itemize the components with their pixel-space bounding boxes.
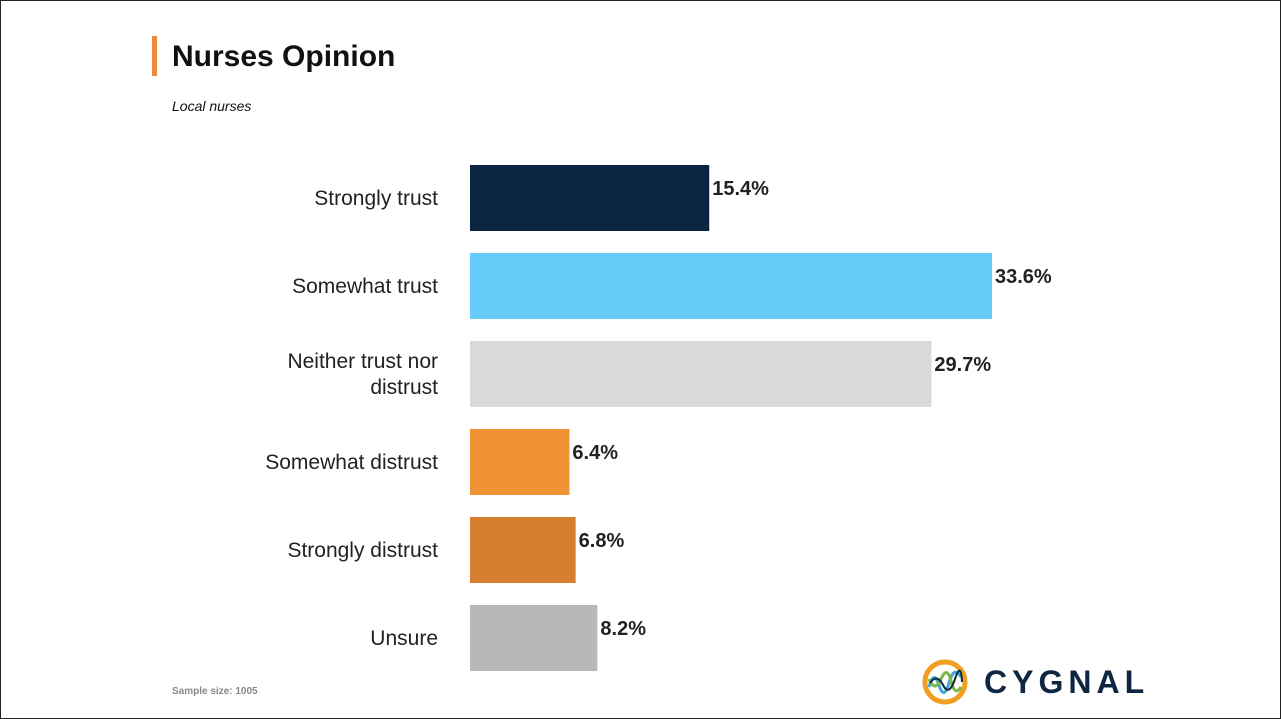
cygnal-logo: CYGNAL bbox=[922, 656, 1149, 708]
category-label: Strongly distrust bbox=[287, 539, 438, 562]
bar-strongly-distrust bbox=[470, 517, 576, 583]
title-accent-bar bbox=[152, 36, 157, 76]
bar-unsure bbox=[470, 605, 598, 671]
bar-somewhat-trust bbox=[470, 253, 992, 319]
category-label: Somewhat distrust bbox=[265, 451, 438, 474]
cygnal-logo-icon bbox=[922, 659, 968, 705]
value-label: 15.4% bbox=[712, 178, 769, 200]
value-label: 33.6% bbox=[995, 266, 1052, 288]
sample-size-note: Sample size: 1005 bbox=[172, 686, 258, 697]
page-title: Nurses Opinion bbox=[172, 40, 396, 73]
value-label: 6.8% bbox=[579, 530, 625, 552]
value-label: 6.4% bbox=[572, 442, 618, 464]
category-label: Strongly trust bbox=[314, 187, 438, 210]
value-label: 29.7% bbox=[934, 354, 991, 376]
logo-wordmark: CYGNAL bbox=[984, 663, 1150, 700]
bar-somewhat-distrust bbox=[470, 429, 570, 495]
category-label: Somewhat trust bbox=[292, 275, 438, 298]
page-subtitle: Local nurses bbox=[172, 98, 252, 114]
bar-strongly-trust bbox=[470, 165, 710, 231]
bar-neither-trust-nor-distrust bbox=[470, 341, 932, 407]
category-label: Unsure bbox=[370, 627, 438, 650]
value-label: 8.2% bbox=[600, 618, 646, 640]
category-label: Neither trust nor distrust bbox=[287, 350, 438, 399]
